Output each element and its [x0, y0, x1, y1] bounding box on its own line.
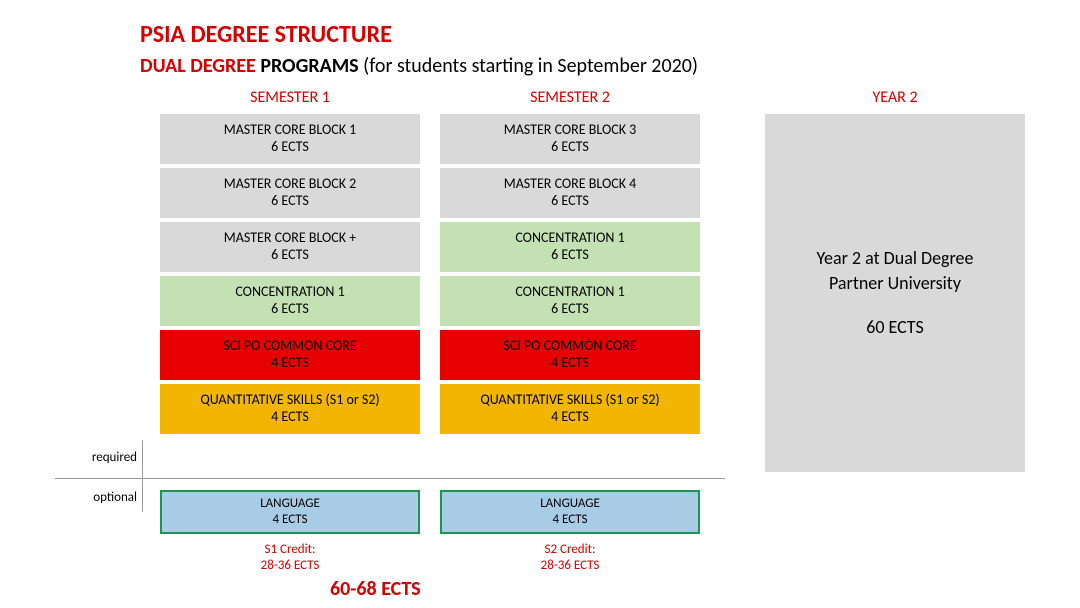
block-title: CONCENTRATION 1 [515, 284, 624, 301]
sem1-language: LANGUAGE 4 ECTS [160, 490, 420, 534]
sem2-block-5: QUANTITATIVE SKILLS (S1 or S2) 4 ECTS [440, 384, 700, 434]
subtitle: DUAL DEGREE PROGRAMS (for students start… [140, 54, 698, 78]
block-title: MASTER CORE BLOCK 3 [504, 122, 637, 139]
block-title: MASTER CORE BLOCK 1 [224, 122, 357, 139]
language-block: LANGUAGE 4 ECTS [440, 490, 700, 534]
sem2-block-4: SCI PO COMMON CORE 4 ECTS [440, 330, 700, 380]
year2-box: Year 2 at Dual Degree Partner University… [765, 114, 1025, 472]
block-title: LANGUAGE [260, 496, 320, 512]
header-sem1: SEMESTER 1 [160, 88, 420, 107]
s2-credit: S2 Credit: 28-36 ECTS [440, 542, 700, 573]
block-ects: 4 ECTS [551, 409, 589, 426]
sem2-block-0: MASTER CORE BLOCK 3 6 ECTS [440, 114, 700, 164]
block-ects: 6 ECTS [271, 247, 309, 264]
language-block: LANGUAGE 4 ECTS [160, 490, 420, 534]
block-title: QUANTITATIVE SKILLS (S1 or S2) [200, 392, 379, 409]
block-title: MASTER CORE BLOCK 4 [504, 176, 637, 193]
block-title: LANGUAGE [540, 496, 600, 512]
block-ects: 4 ECTS [271, 409, 309, 426]
header-sem2: SEMESTER 2 [440, 88, 700, 107]
block-ects: 6 ECTS [551, 139, 589, 156]
year2-line1: Year 2 at Dual Degree [817, 246, 974, 271]
year2-line2: Partner University [829, 271, 961, 296]
subtitle-bold: PROGRAMS [260, 54, 363, 78]
block-ects: 4 ECTS [551, 355, 589, 372]
sem1-block-2: MASTER CORE BLOCK + 6 ECTS [160, 222, 420, 272]
s2-credit-l2: 28-36 ECTS [440, 558, 700, 574]
sem1-block-1: MASTER CORE BLOCK 2 6 ECTS [160, 168, 420, 218]
total-ects: 60-68 ECTS [330, 577, 421, 601]
s1-credit-l2: 28-36 ECTS [160, 558, 420, 574]
column-sem2: MASTER CORE BLOCK 3 6 ECTS MASTER CORE B… [440, 114, 700, 434]
subtitle-red: DUAL DEGREE [140, 54, 260, 78]
page-title: PSIA DEGREE STRUCTURE [140, 20, 392, 49]
block-ects: 6 ECTS [551, 193, 589, 210]
block-title: SCI PO COMMON CORE [223, 338, 356, 355]
block-ects: 4 ECTS [273, 512, 308, 528]
sem2-language: LANGUAGE 4 ECTS [440, 490, 700, 534]
divider-line [55, 478, 725, 479]
block-ects: 4 ECTS [553, 512, 588, 528]
s2-credit-l1: S2 Credit: [440, 542, 700, 558]
sem1-block-0: MASTER CORE BLOCK 1 6 ECTS [160, 114, 420, 164]
sem1-block-5: QUANTITATIVE SKILLS (S1 or S2) 4 ECTS [160, 384, 420, 434]
label-required: required [62, 450, 137, 465]
label-optional: optional [62, 490, 137, 505]
sem2-block-1: MASTER CORE BLOCK 4 6 ECTS [440, 168, 700, 218]
block-ects: 6 ECTS [271, 193, 309, 210]
column-sem1: MASTER CORE BLOCK 1 6 ECTS MASTER CORE B… [160, 114, 420, 434]
sem2-block-3: CONCENTRATION 1 6 ECTS [440, 276, 700, 326]
sem1-block-3: CONCENTRATION 1 6 ECTS [160, 276, 420, 326]
year2-ects: 60 ECTS [866, 315, 924, 340]
block-title: MASTER CORE BLOCK + [224, 230, 356, 247]
block-title: MASTER CORE BLOCK 2 [224, 176, 357, 193]
s1-credit: S1 Credit: 28-36 ECTS [160, 542, 420, 573]
block-title: CONCENTRATION 1 [235, 284, 344, 301]
block-title: QUANTITATIVE SKILLS (S1 or S2) [480, 392, 659, 409]
block-ects: 6 ECTS [551, 247, 589, 264]
block-ects: 6 ECTS [271, 139, 309, 156]
block-ects: 6 ECTS [551, 301, 589, 318]
block-ects: 4 ECTS [271, 355, 309, 372]
block-title: CONCENTRATION 1 [515, 230, 624, 247]
block-ects: 6 ECTS [271, 301, 309, 318]
subtitle-rest: (for students starting in September 2020… [363, 54, 698, 78]
header-year2: YEAR 2 [765, 88, 1025, 107]
divider-vline [142, 440, 143, 512]
s1-credit-l1: S1 Credit: [160, 542, 420, 558]
block-title: SCI PO COMMON CORE [503, 338, 636, 355]
sem1-block-4: SCI PO COMMON CORE 4 ECTS [160, 330, 420, 380]
sem2-block-2: CONCENTRATION 1 6 ECTS [440, 222, 700, 272]
